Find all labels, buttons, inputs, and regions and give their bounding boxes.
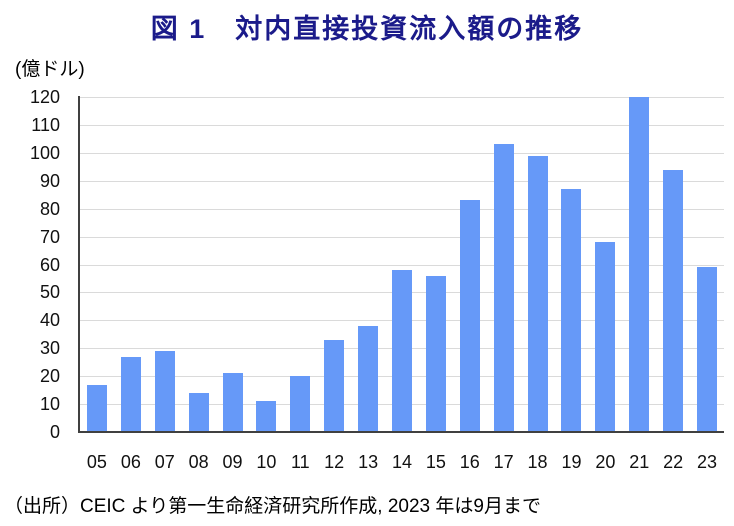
bar-17 bbox=[493, 144, 514, 432]
y-axis-tick-label-120: 120 bbox=[29, 87, 60, 107]
x-axis-tick-label-17: 17 bbox=[493, 452, 514, 472]
y-axis-tick-label-60: 60 bbox=[39, 254, 60, 275]
grid-line-120 bbox=[80, 97, 724, 98]
bar-18 bbox=[527, 155, 548, 432]
x-axis-line bbox=[78, 431, 724, 433]
x-axis-tick-label-14: 14 bbox=[391, 452, 412, 472]
bar-05 bbox=[86, 384, 107, 432]
grid-line-100 bbox=[80, 152, 724, 154]
y-axis-tick-label-70: 70 bbox=[39, 226, 60, 247]
y-axis-tick-label-40: 40 bbox=[39, 310, 60, 331]
x-axis-tick-label-11: 11 bbox=[290, 452, 310, 472]
bar-12 bbox=[324, 339, 345, 432]
bar-14 bbox=[392, 270, 412, 432]
x-axis-tick-label-05: 05 bbox=[86, 452, 107, 472]
y-axis-tick-label-20: 20 bbox=[39, 366, 60, 387]
x-axis-tick-label-16: 16 bbox=[459, 452, 480, 472]
grid-line-60 bbox=[80, 264, 724, 266]
x-axis-tick-label-15: 15 bbox=[425, 452, 446, 472]
bar-19 bbox=[561, 189, 582, 432]
y-axis-unit-label: (億ドル) bbox=[15, 59, 85, 80]
bar-09 bbox=[222, 373, 243, 432]
bar-08 bbox=[188, 392, 209, 432]
y-axis-tick-label-90: 90 bbox=[39, 170, 60, 191]
x-axis-tick-label-21: 21 bbox=[629, 452, 650, 472]
y-axis-tick-label-80: 80 bbox=[39, 198, 60, 219]
x-axis-tick-label-07: 07 bbox=[154, 452, 175, 472]
bar-11 bbox=[290, 376, 311, 432]
x-axis-tick-label-22: 22 bbox=[663, 452, 684, 472]
bar-20 bbox=[595, 242, 616, 432]
y-axis-tick-label-30: 30 bbox=[39, 338, 60, 359]
x-axis-tick-label-10: 10 bbox=[256, 452, 277, 472]
x-axis-tick-label-19: 19 bbox=[561, 452, 582, 472]
grid-line-70 bbox=[80, 236, 724, 238]
grid-line-90 bbox=[80, 180, 724, 182]
plot-area bbox=[80, 97, 724, 432]
chart-title: 図 1 対内直接投資流入額の推移 bbox=[150, 14, 584, 44]
y-axis-tick-label-0: 0 bbox=[49, 422, 60, 442]
bar-13 bbox=[358, 325, 379, 432]
y-axis-line bbox=[78, 96, 80, 433]
bar-16 bbox=[459, 200, 480, 432]
grid-line-80 bbox=[80, 208, 724, 210]
x-axis-tick-label-18: 18 bbox=[527, 452, 548, 472]
x-axis-tick-label-09: 09 bbox=[222, 452, 243, 472]
bar-23 bbox=[697, 267, 718, 432]
x-axis-tick-label-20: 20 bbox=[595, 452, 616, 472]
bar-06 bbox=[120, 356, 141, 432]
bar-15 bbox=[425, 275, 446, 432]
bar-22 bbox=[663, 169, 684, 432]
y-axis-tick-label-50: 50 bbox=[39, 282, 60, 303]
x-axis-tick-label-13: 13 bbox=[358, 452, 379, 472]
bar-21 bbox=[629, 97, 650, 432]
bar-07 bbox=[154, 351, 175, 432]
x-axis-tick-label-23: 23 bbox=[697, 452, 718, 472]
x-axis-tick-label-08: 08 bbox=[188, 452, 209, 472]
x-axis-tick-label-06: 06 bbox=[120, 452, 141, 472]
grid-line-110 bbox=[80, 124, 724, 126]
source-note: （出所）CEIC より第一生命経済研究所作成, 2023 年は9月まで bbox=[4, 496, 541, 517]
bar-10 bbox=[256, 401, 277, 432]
x-axis-tick-label-12: 12 bbox=[324, 452, 345, 472]
y-axis-tick-label-100: 100 bbox=[29, 142, 60, 163]
y-axis-tick-label-10: 10 bbox=[39, 394, 60, 415]
y-axis-tick-label-110: 110 bbox=[31, 114, 60, 135]
